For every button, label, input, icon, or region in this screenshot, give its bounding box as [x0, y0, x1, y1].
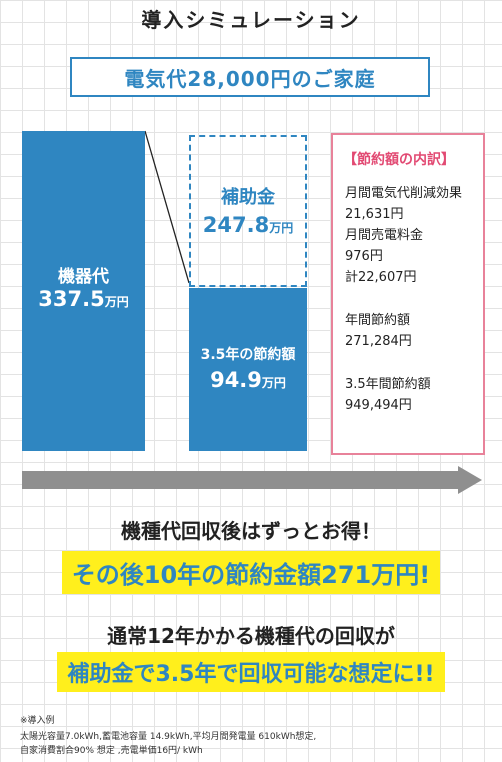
breakdown-line: 21,631円	[345, 207, 404, 222]
message-line-1: 機種代回収後はずっとお得！	[121, 519, 381, 543]
breakdown-heading: 【節約額の内訳】	[343, 152, 455, 168]
equipment-label: 機器代	[58, 267, 109, 287]
bar-subsidy: 補助金 247.8万円	[189, 135, 307, 287]
message-line-2-wrap: その後10年の節約金額271万円!	[0, 551, 502, 594]
timeline-arrow-shaft	[22, 471, 460, 489]
breakdown-line: 月間電気代削減効果	[345, 186, 463, 201]
message-line-2: その後10年の節約金額271万円!	[61, 551, 441, 594]
connector-top	[144, 130, 190, 284]
breakdown-line: 976円	[345, 249, 383, 264]
household-subtitle: 電気代28,000円のご家庭	[70, 57, 430, 97]
subtitle-text: 電気代28,000円のご家庭	[124, 66, 376, 91]
savings-value: 94.9万円	[210, 368, 286, 392]
breakdown-line: 3.5年間節約額	[345, 377, 431, 392]
page-title: 導入シミュレーション	[141, 8, 361, 32]
breakdown-line: 計22,607円	[345, 270, 417, 285]
arrow-right-icon	[458, 466, 482, 494]
message-line-4: 補助金で3.5年で回収可能な想定に!!	[57, 652, 445, 692]
note-line-1: ※導入例	[20, 716, 55, 726]
savings-label: 3.5年の節約額	[200, 347, 296, 363]
subsidy-value: 247.8万円	[202, 213, 294, 237]
bar-equipment: 機器代 337.5万円	[22, 131, 145, 451]
equipment-value: 337.5万円	[38, 287, 129, 311]
breakdown-line: 年間節約額	[345, 313, 411, 328]
message-line-4-wrap: 補助金で3.5年で回収可能な想定に!!	[0, 652, 502, 692]
bar-savings: 3.5年の節約額 94.9万円	[189, 288, 307, 451]
message-line-3: 通常12年かかる機種代の回収が	[107, 624, 395, 648]
breakdown-line: 月間売電料金	[345, 228, 424, 243]
subsidy-label: 補助金	[221, 187, 275, 208]
note-line-2: 太陽光容量7.0kWh,蓄電池容量 14.9kWh,平均月間発電量 610kWh…	[20, 732, 317, 742]
breakdown-line: 949,494円	[345, 398, 412, 413]
note-line-3: 自家消費割合90% 想定 ,売電単価16円/ kWh	[20, 746, 203, 756]
savings-breakdown-panel: 【節約額の内訳】 月間電気代削減効果 21,631円 月間売電料金 976円 計…	[331, 133, 485, 455]
breakdown-line: 271,284円	[345, 334, 412, 349]
